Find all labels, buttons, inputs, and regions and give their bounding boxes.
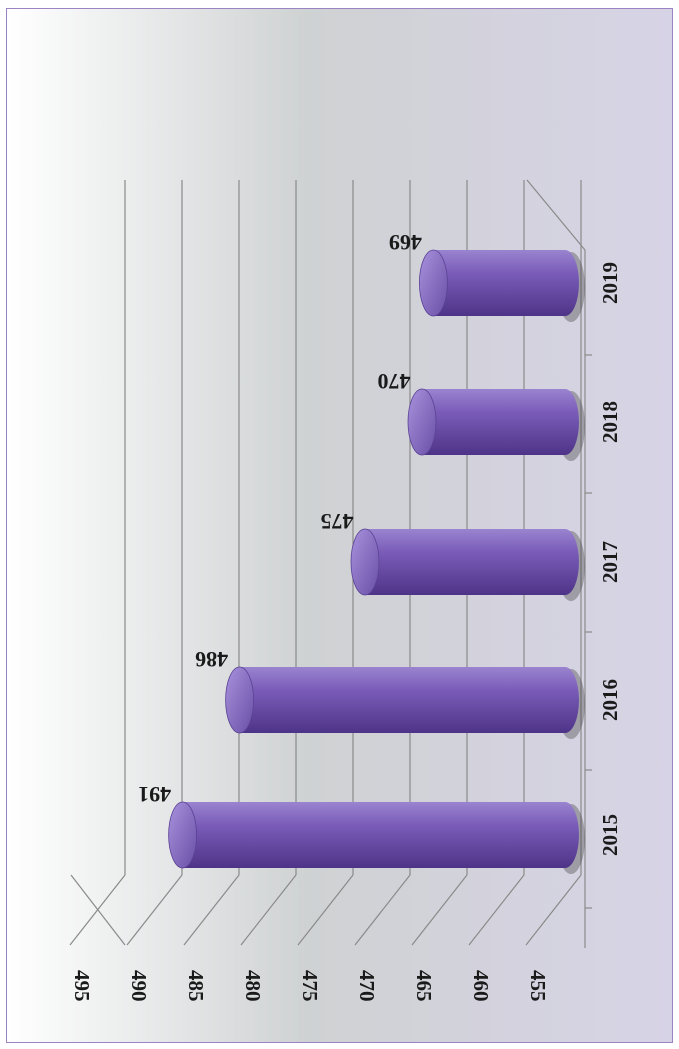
floor-gridline: [411, 874, 468, 946]
bar-cap: [418, 249, 448, 317]
bar-cap: [407, 388, 437, 456]
value-tick-label: 485: [184, 970, 208, 1002]
data-label: 491: [138, 782, 171, 807]
floor-gridline: [297, 874, 354, 946]
floor-gridline: [468, 874, 525, 946]
floor-gridline: [354, 874, 411, 946]
bar-2016: [225, 666, 585, 739]
bar-cap: [225, 666, 255, 734]
floor-gridline: [126, 874, 183, 946]
bar-body: [422, 389, 579, 455]
bar-body: [365, 529, 579, 595]
floor-edge: [70, 874, 126, 946]
floor-gridline: [183, 874, 240, 946]
category-label: 2016: [598, 679, 622, 721]
bar-cap: [168, 801, 198, 869]
value-tick-label: 460: [469, 970, 493, 1002]
value-tick-label: 480: [241, 970, 265, 1002]
bar-cap: [350, 528, 380, 596]
bar-body: [239, 667, 579, 733]
gridlines: [69, 179, 592, 948]
data-label: 469: [389, 230, 422, 255]
floor-gridline: [525, 874, 582, 946]
category-label: 2018: [598, 401, 622, 443]
value-tick-label: 475: [298, 970, 322, 1002]
wall-edge: [526, 179, 586, 251]
category-label: 2015: [598, 814, 622, 856]
bar-body: [433, 250, 579, 316]
value-tick-label: 470: [355, 970, 379, 1002]
bar-body: [182, 802, 579, 868]
chart-frame: [6, 8, 673, 1043]
value-tick-label: 455: [526, 970, 550, 1002]
value-tick-label: 465: [412, 970, 436, 1002]
category-label: 2019: [598, 262, 622, 304]
bar-2019: [418, 249, 585, 322]
data-label: 475: [321, 509, 354, 534]
bars: [168, 249, 585, 874]
value-tick-label: 490: [127, 970, 151, 1002]
category-label: 2017: [598, 541, 622, 583]
labels: 455 460 465 470 475 480 485 490 495 491 2015 486 201…: [70, 230, 622, 1002]
bar-2017: [350, 528, 585, 601]
data-label: 486: [195, 647, 228, 672]
value-tick-label: 495: [70, 970, 94, 1002]
data-label: 470: [378, 369, 411, 394]
floor-gridline: [240, 874, 297, 946]
bar-2015: [168, 801, 585, 874]
bar-2018: [407, 388, 585, 461]
